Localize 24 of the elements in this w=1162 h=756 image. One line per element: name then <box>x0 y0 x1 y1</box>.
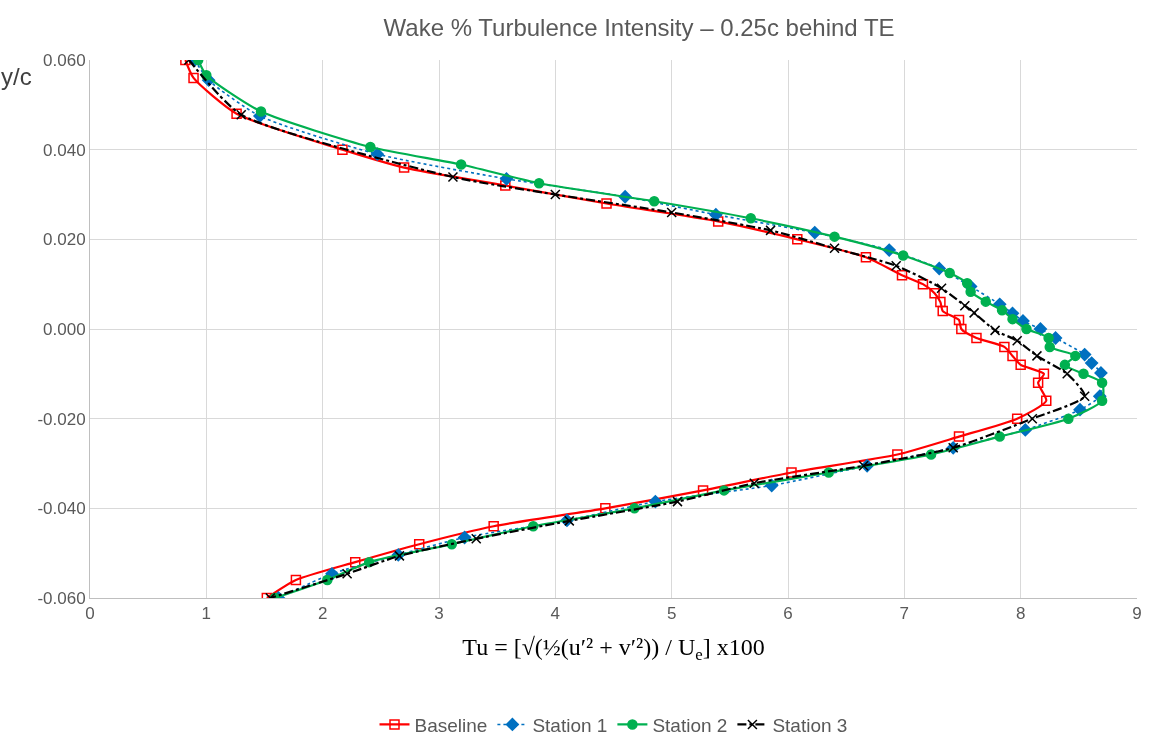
x-tick-label: 4 <box>550 604 561 624</box>
legend-label: Station 1 <box>532 714 608 736</box>
y-tick-label: 0.040 <box>43 140 86 160</box>
legend-label: Baseline <box>414 714 488 736</box>
x-tick-label: 8 <box>1015 604 1026 624</box>
x-tick-label: 5 <box>666 604 677 624</box>
y-axis-title: y/c <box>1 63 32 90</box>
y-tick-label: -0.020 <box>37 409 86 429</box>
x-tick-label: 9 <box>1132 604 1142 624</box>
x-tick-label: 2 <box>317 604 328 624</box>
y-tick-label: 0.000 <box>43 319 86 339</box>
x-tick-label: 6 <box>783 604 793 624</box>
x-tick-label: 7 <box>899 604 910 624</box>
y-tick-label: 0.020 <box>43 230 86 250</box>
x-tick-label: 3 <box>434 604 444 624</box>
legend-label: Station 2 <box>652 714 728 736</box>
y-tick-label: -0.060 <box>37 588 86 608</box>
y-tick-label: -0.040 <box>37 499 86 519</box>
legend-label: Station 3 <box>772 714 848 736</box>
x-tick-label: 1 <box>201 604 212 624</box>
x-tick-label: 0 <box>85 604 95 624</box>
x-axis-title: Tu = [√(½(u′² + v′²)) / U$_{e}$] x100 <box>462 633 765 664</box>
y-tick-label: 0.060 <box>43 50 86 70</box>
chart-title: Wake % Turbulence Intensity – 0.25c behind TE <box>383 13 895 41</box>
